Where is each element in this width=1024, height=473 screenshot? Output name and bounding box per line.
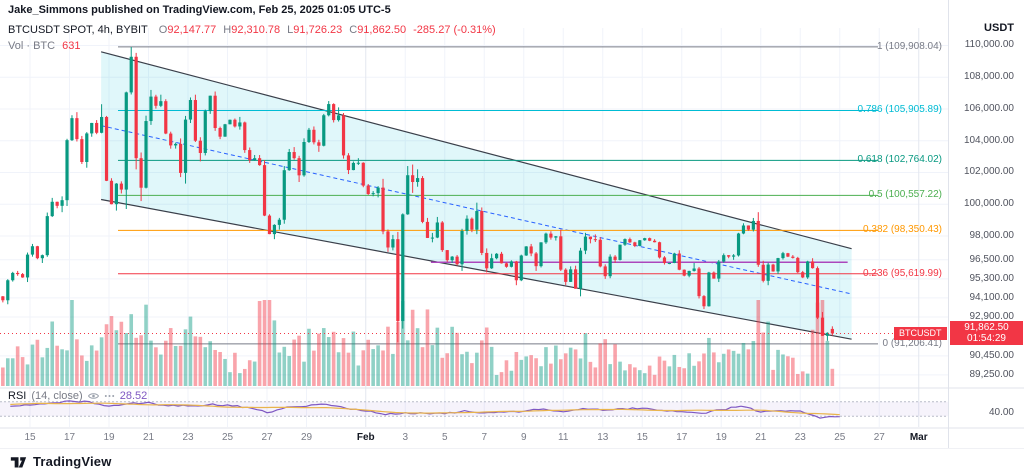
price-axis-label: 104,000.00 (963, 134, 1014, 146)
time-axis-label: 23 (794, 432, 806, 443)
price-axis-label: 100,000.00 (963, 198, 1014, 210)
fib-level-label: 0.786 (105,905.89) (857, 104, 942, 116)
more-options-icon[interactable] (104, 392, 115, 400)
price-axis-label: 102,000.00 (963, 166, 1014, 178)
time-axis-label: 17 (63, 432, 76, 443)
ohlc-open-label: O (158, 24, 168, 36)
change-value: -285.27 (-0.31%) (413, 24, 496, 36)
badge-countdown: 01:54:29 (967, 333, 1006, 345)
time-axis-label: 9 (520, 432, 527, 443)
symbol-title[interactable]: BTCUSDT SPOT, 4h, BYBIT (8, 24, 148, 36)
tradingview-logo[interactable] (10, 453, 27, 470)
ohlc-close-label: C (349, 24, 358, 36)
time-axis-label: 15 (636, 432, 648, 443)
fib-level-label: 0.382 (98,350.43) (863, 224, 942, 236)
time-axis-label: 13 (597, 432, 609, 443)
fib-level-label: 0 (91,206.41) (882, 337, 943, 349)
time-axis-label: 29 (300, 432, 313, 443)
time-axis-label: 7 (481, 432, 488, 443)
ohlc-high-label: H (223, 24, 232, 36)
price-axis-label: 94,100.00 (969, 291, 1015, 303)
volume-value: 631 (62, 40, 81, 52)
current-price-badge: 91,862.50 01:54:29 (950, 321, 1023, 346)
price-axis-label: 96,500.00 (969, 253, 1015, 265)
time-axis-label: 19 (715, 432, 727, 443)
rsi-axis-label: 40.00 (988, 406, 1014, 418)
time-axis-label: 5 (441, 432, 448, 443)
publisher-line: Jake_Simmons published on TradingView.co… (8, 4, 391, 16)
ohlc-high-value: 92,310.78 (231, 24, 281, 36)
time-axis-label: Feb (356, 432, 375, 443)
price-axis[interactable]: USDT 110,000.00 108,000.00 106,000.00 104,0… (948, 0, 1024, 448)
time-axis-label: Mar (909, 432, 928, 443)
time-axis-label: 25 (834, 432, 846, 443)
footer: TradingView (0, 449, 1024, 473)
visibility-icon[interactable] (87, 392, 99, 400)
symbol-legend: BTCUSDT SPOT, 4h, BYBIT O92,147.77 H92,310… (8, 24, 496, 36)
volume-legend: Vol · BTC 631 (8, 40, 80, 52)
time-axis-label: 23 (182, 432, 194, 443)
time-axis-label: 27 (873, 432, 885, 443)
ohlc-close-value: 91,862.50 (357, 24, 407, 36)
axis-currency-label: USDT (984, 22, 1014, 34)
price-axis-label: 106,000.00 (963, 102, 1014, 114)
ohlc-open-value: 92,147.77 (167, 24, 217, 36)
time-axis-label: 3 (402, 432, 409, 443)
volume-label: Vol · BTC (8, 40, 56, 52)
time-axis[interactable]: 15 17 19 21 23 25 27 29 Feb 3 5 7 9 11 13 15 17 19 21 23 25 2… (0, 428, 1024, 448)
time-axis-label: 15 (24, 432, 36, 443)
price-axis-label: 98,000.00 (969, 229, 1015, 241)
time-axis-label: 11 (558, 432, 569, 443)
price-axis-label: 95,300.00 (969, 272, 1015, 284)
rsi-value: 28.52 (119, 390, 148, 402)
time-axis-label: 21 (755, 432, 767, 443)
footer-brand[interactable]: TradingView (33, 453, 112, 469)
ohlc-low-label: L (287, 24, 294, 36)
price-axis-label: 108,000.00 (963, 71, 1014, 83)
badge-price: 91,862.50 (964, 322, 1009, 334)
time-axis-label: 19 (103, 432, 115, 443)
fib-level-label: 0.5 (100,557.22) (868, 189, 942, 201)
fib-level-label: 0.618 (102,764.02) (857, 154, 942, 166)
fib-level-label: 1 (109,908.04) (876, 40, 942, 52)
time-axis-label: 27 (261, 432, 273, 443)
time-axis-label: 17 (676, 432, 688, 443)
rsi-title[interactable]: RSI (8, 390, 27, 402)
time-axis-label: 25 (221, 432, 234, 443)
price-axis-label: 89,250.00 (969, 368, 1015, 380)
price-axis-label: 92,900.00 (969, 310, 1015, 322)
price-line-symbol-tag: BTCUSDT (894, 326, 947, 340)
rsi-indicator-legend: RSI (14, close) 28.52 (8, 390, 147, 402)
price-axis-label: 90,450.00 (969, 349, 1015, 361)
time-axis-label: 21 (142, 432, 155, 443)
ohlc-low-value: 91,726.23 (293, 24, 343, 36)
price-axis-label: 110,000.00 (964, 39, 1014, 51)
fib-level-label: 0.236 (95,619.99) (863, 267, 942, 279)
rsi-params: (14, close) (31, 390, 83, 402)
